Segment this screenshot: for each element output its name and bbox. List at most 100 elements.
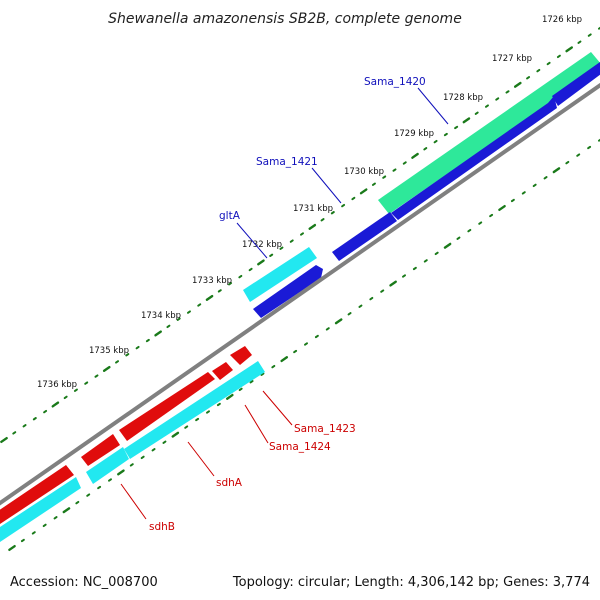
tick-mark xyxy=(186,310,191,314)
tick-mark xyxy=(467,228,472,233)
tick-mark xyxy=(300,232,304,236)
tick-mark xyxy=(351,196,356,201)
tick-mark xyxy=(206,410,210,414)
tick-mark xyxy=(293,349,298,354)
gene-label: sdhB xyxy=(149,521,175,533)
feature-bar-sama-1420 xyxy=(391,96,557,220)
feature-bar-sama-1420 xyxy=(552,62,600,106)
tick-mark xyxy=(382,175,387,179)
tick-mark xyxy=(279,246,284,250)
tick-mark xyxy=(330,211,335,215)
tick-label: 1730 kbp xyxy=(344,167,384,177)
tick-mark xyxy=(546,61,551,66)
tick-mark xyxy=(97,485,102,490)
genome-backbone xyxy=(0,82,600,506)
tick-mark xyxy=(184,425,189,429)
feature-bar-sdhB xyxy=(81,434,120,466)
feature-bar-sama-1423 xyxy=(230,346,252,365)
tick-label: 1732 kbp xyxy=(242,240,282,250)
tick-mark xyxy=(325,327,330,331)
tick-mark xyxy=(510,198,515,203)
tick-mark xyxy=(521,191,526,195)
tick-mark xyxy=(552,167,561,174)
gene-label: gltA xyxy=(219,210,241,222)
tick-mark xyxy=(225,393,234,400)
tick-mark xyxy=(228,282,233,286)
tick-mark xyxy=(577,40,582,44)
tick-mark xyxy=(532,183,537,188)
tick-mark xyxy=(108,478,112,482)
tick-mark xyxy=(598,26,600,30)
tick-label: 1729 kbp xyxy=(394,129,434,139)
tick-mark xyxy=(389,280,397,287)
gene-label-leader xyxy=(262,390,293,426)
tick-label: 1727 kbp xyxy=(492,54,532,64)
tick-mark xyxy=(359,188,368,195)
tick-mark xyxy=(249,380,254,384)
tick-mark xyxy=(271,364,276,369)
outer-tick-ring xyxy=(0,26,600,444)
tick-mark xyxy=(587,145,592,150)
tick-mark xyxy=(513,81,522,88)
tick-mark xyxy=(498,204,506,212)
tick-mark xyxy=(12,431,17,435)
gene-label: Sama_1423 xyxy=(294,423,356,435)
tick-mark xyxy=(371,182,376,186)
tick-mark xyxy=(565,46,574,53)
gene-label: sdhA xyxy=(216,477,243,489)
tick-mark xyxy=(145,338,150,343)
tick-mark xyxy=(423,147,428,151)
feature-bar-gltA xyxy=(243,247,317,302)
tick-mark xyxy=(129,463,134,467)
tick-mark xyxy=(86,493,91,497)
tick-mark xyxy=(308,223,317,230)
feature-bar-sama-1420 xyxy=(378,52,600,214)
tick-mark xyxy=(434,251,439,256)
tick-mark xyxy=(341,203,346,208)
accession-label: Accession: NC_008700 xyxy=(10,575,158,590)
tick-mark xyxy=(505,90,510,94)
tick-mark xyxy=(358,304,363,308)
map-title: Shewanella amazonensis SB2B, complete ge… xyxy=(108,11,462,27)
tick-mark xyxy=(205,294,214,301)
tick-mark xyxy=(565,160,570,165)
tick-mark xyxy=(576,153,581,157)
tick-mark xyxy=(73,388,78,392)
gene-label-leader xyxy=(120,483,147,520)
tick-mark xyxy=(474,111,479,115)
tick-mark xyxy=(217,289,222,293)
tick-mark xyxy=(454,125,459,130)
tick-mark xyxy=(31,531,36,535)
tick-mark xyxy=(8,544,16,552)
gene-label-leader xyxy=(244,404,269,444)
tick-mark xyxy=(412,266,417,271)
tick-mark xyxy=(456,236,461,240)
tick-label: 1736 kbp xyxy=(37,380,77,390)
tick-mark xyxy=(248,267,253,272)
tick-mark xyxy=(166,324,171,329)
tick-mark xyxy=(75,500,80,505)
tick-mark xyxy=(171,431,180,438)
tick-mark xyxy=(140,455,145,460)
tick-mark xyxy=(125,353,130,357)
tick-mark xyxy=(289,239,294,243)
gene-label-leader xyxy=(236,222,268,259)
tick-mark xyxy=(484,104,489,108)
tick-mark xyxy=(51,401,60,408)
feature-bar-gltA xyxy=(253,265,323,318)
tick-mark xyxy=(22,424,27,428)
tick-mark xyxy=(20,538,25,543)
tick-mark xyxy=(84,381,89,385)
tick-mark xyxy=(115,360,120,364)
tick-mark xyxy=(42,523,47,528)
tick-mark xyxy=(195,417,200,422)
tick-mark xyxy=(260,372,265,376)
tick-mark xyxy=(63,395,68,400)
tick-mark xyxy=(320,218,325,222)
tick-mark xyxy=(536,68,541,73)
tick-mark xyxy=(489,213,494,218)
tick-mark xyxy=(43,409,48,414)
tick-mark xyxy=(216,402,221,407)
gene-label-leader xyxy=(187,441,215,477)
